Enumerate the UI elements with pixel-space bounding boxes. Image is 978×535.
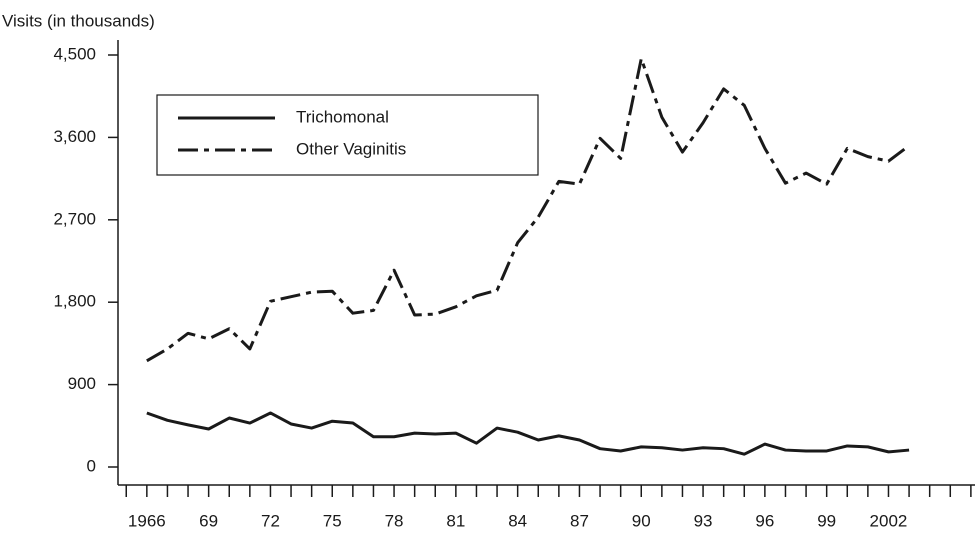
y-tick-label: 4,500 [53,44,96,63]
series-line [146,57,910,363]
x-tick-label: 1966 [128,511,166,530]
x-tick-label: 81 [446,511,465,530]
y-tick-label: 1,800 [53,292,96,311]
x-tick-label: 69 [199,511,218,530]
y-tick-label: 0 [87,456,96,475]
x-tick-label: 99 [817,511,836,530]
x-tick-label: 75 [323,511,342,530]
y-tick-label: 2,700 [53,209,96,228]
x-tick-label: 2002 [870,511,908,530]
y-axis-label: Visits (in thousands) [2,11,155,30]
x-tick-label: 84 [508,511,527,530]
y-tick-label: 3,600 [53,127,96,146]
x-tick-label: 87 [570,511,589,530]
legend-box [156,94,539,176]
x-tick-label: 96 [755,511,774,530]
x-tick-label: 90 [632,511,651,530]
legend-label: Trichomonal [296,107,389,126]
x-tick-label: 72 [261,511,280,530]
series-line [146,411,910,456]
x-tick-label: 93 [694,511,713,530]
y-tick-label: 900 [68,374,96,393]
legend-label: Other Vaginitis [296,139,406,158]
x-tick-label: 78 [385,511,404,530]
